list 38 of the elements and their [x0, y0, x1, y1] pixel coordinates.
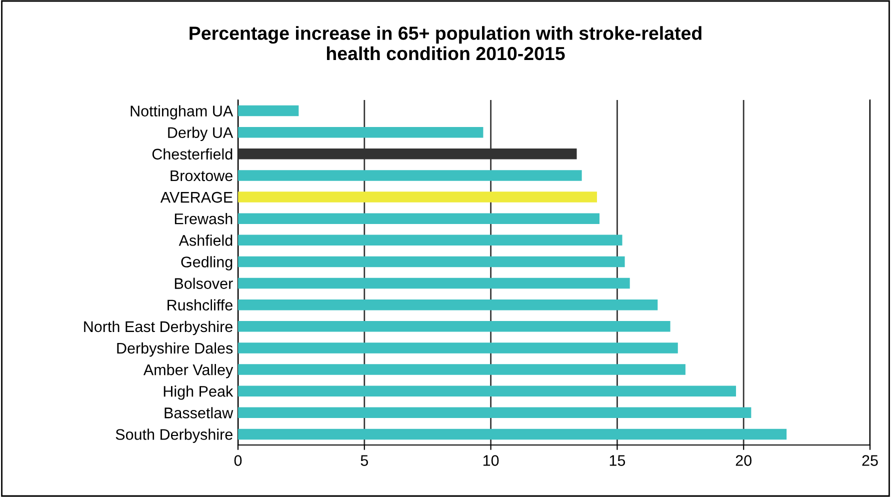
bar	[238, 407, 752, 418]
bar	[238, 364, 686, 375]
chart-title: Percentage increase in 65+ population with stroke-related health condition 2010-2015	[190, 26, 702, 60]
y-tick-label: Broxtowe	[170, 170, 232, 182]
bar	[238, 126, 484, 138]
x-tick-label: 10	[483, 455, 499, 466]
x-tick-label: 15	[610, 455, 626, 466]
bar	[238, 234, 622, 246]
y-tick-label: Derbyshire Dales	[117, 342, 233, 357]
x-tick-label: 25	[862, 455, 878, 466]
y-tick-label: Nottingham UA	[130, 105, 234, 120]
y-tick-label: Amber Valley	[143, 364, 234, 378]
bar	[238, 256, 625, 268]
bar	[238, 170, 582, 181]
y-tick-label: Ashfield	[178, 234, 232, 246]
bar	[238, 105, 299, 116]
bar	[238, 321, 670, 332]
y-tick-label: South Derbyshire	[116, 428, 232, 443]
y-tick-label: Derby UA	[168, 126, 234, 142]
y-tick-label: AVERAGE	[160, 192, 232, 203]
y-tick-label: North East Derbyshire	[84, 320, 232, 336]
y-tick-label: Bolsover	[174, 278, 233, 289]
x-tick-label: 5	[360, 455, 368, 466]
y-tick-label: Erewash	[174, 213, 232, 224]
bar	[238, 386, 736, 396]
bar	[238, 342, 678, 354]
y-tick-label: Chesterfield	[152, 148, 232, 160]
bar	[238, 428, 787, 440]
y-tick-label: Rushcliffe	[168, 299, 232, 311]
bar	[238, 299, 658, 310]
bar	[238, 213, 600, 224]
bar	[238, 278, 630, 289]
y-tick-label: Bassetlaw	[164, 407, 234, 418]
x-tick-label: 0	[234, 455, 242, 466]
y-tick-label: Gedling	[181, 256, 232, 270]
x-tick-label: 20	[736, 455, 752, 466]
y-tick-label: High Peak	[164, 386, 234, 400]
bar	[238, 192, 597, 202]
